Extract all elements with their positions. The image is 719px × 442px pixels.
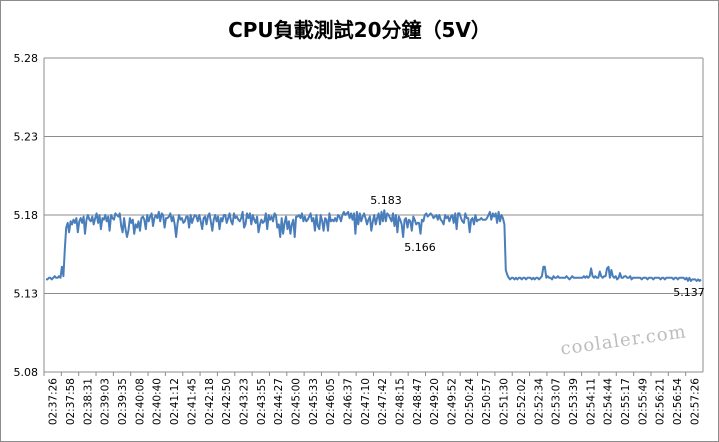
x-tick-label: 02:39:03: [100, 378, 112, 425]
x-tick-label: 02:37:26: [48, 378, 60, 425]
x-tick-label: 02:42:50: [221, 378, 233, 425]
series-line: [46, 209, 702, 282]
chart-title: CPU負載測試20分鐘（5V）: [228, 18, 491, 42]
x-tick-label: 02:56:54: [672, 378, 684, 425]
x-tick-label: 02:41:45: [186, 378, 198, 425]
x-tick-label: 02:44:27: [273, 378, 285, 425]
x-tick-label: 02:49:52: [447, 378, 459, 425]
x-tick-label: 02:47:42: [377, 378, 389, 425]
y-tick-label: 5.28: [14, 52, 39, 65]
x-tick-label: 02:54:44: [603, 378, 615, 425]
x-tick-label: 02:43:55: [256, 378, 268, 425]
x-tick-label: 02:56:21: [655, 378, 667, 425]
data-label: 5.183: [370, 194, 402, 207]
x-tick-label: 02:55:17: [620, 378, 632, 425]
x-tick-label: 02:47:10: [360, 378, 372, 425]
data-label: 5.166: [404, 241, 436, 254]
x-tick-label: 02:40:40: [152, 378, 164, 425]
x-tick-label: 02:55:49: [637, 378, 649, 425]
x-tick-label: 02:43:23: [238, 378, 250, 425]
x-tick-label: 02:50:24: [464, 378, 476, 425]
y-tick-label: 5.23: [14, 131, 39, 144]
x-tick-label: 02:38:31: [82, 378, 94, 425]
x-tick-label: 02:53:39: [568, 378, 580, 425]
y-tick-label: 5.13: [14, 288, 39, 301]
x-tick-label: 02:46:05: [325, 378, 337, 425]
x-tick-label: 02:48:47: [412, 378, 424, 425]
x-tick-label: 02:46:37: [342, 378, 354, 425]
x-tick-label: 02:53:07: [551, 378, 563, 425]
x-tick-label: 02:54:11: [585, 378, 597, 425]
x-tick-label: 02:40:08: [134, 378, 146, 425]
x-tick-label: 02:42:18: [204, 378, 216, 425]
x-tick-label: 02:49:20: [429, 378, 441, 425]
x-tick-label: 02:45:33: [308, 378, 320, 425]
x-tick-label: 02:51:30: [499, 378, 511, 425]
y-tick-label: 5.18: [14, 209, 39, 222]
x-tick-label: 02:41:12: [169, 378, 181, 425]
x-tick-label: 02:37:58: [65, 378, 77, 425]
y-tick-label: 5.08: [14, 366, 39, 379]
x-tick-label: 02:45:00: [290, 378, 302, 425]
x-tick-label: 02:50:57: [481, 378, 493, 425]
x-tick-label: 02:52:34: [533, 378, 545, 425]
x-tick-label: 02:39:35: [117, 378, 129, 425]
data-label: 5.137: [673, 286, 705, 299]
series-group: [46, 209, 702, 282]
annotations: 5.183 5.166 5.137: [370, 194, 705, 299]
x-tick-label: 02:48:15: [395, 378, 407, 425]
x-tick-label: 02:52:02: [516, 378, 528, 425]
y-axis-tick-labels: 5.28 5.23 5.18 5.13 5.08: [14, 52, 39, 379]
x-tick-label: 02:57:26: [689, 378, 701, 425]
x-axis-tick-labels: 02:37:26 02:37:58 02:38:31 02:39:03 02:39:35…: [48, 378, 702, 425]
axes: [43, 58, 704, 376]
